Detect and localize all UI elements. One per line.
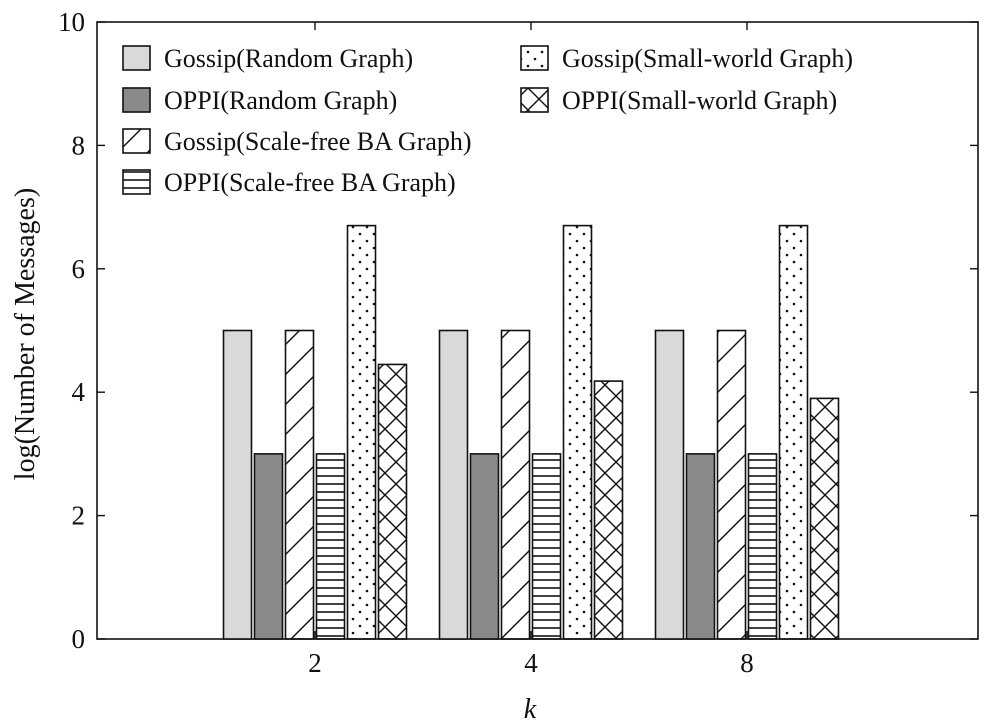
bar-diagonal-k8 bbox=[716, 329, 747, 640]
legend-swatch-dotted bbox=[520, 45, 549, 71]
y-tick-label: 0 bbox=[72, 624, 86, 654]
bar-dotted-k2 bbox=[346, 224, 377, 640]
legend-label: OPPI(Small-world Graph) bbox=[562, 86, 837, 115]
y-tick-label: 2 bbox=[72, 501, 86, 531]
legend-label: Gossip(Scale-free BA Graph) bbox=[164, 127, 472, 156]
bar-light-gray-k4 bbox=[438, 329, 469, 640]
legend: Gossip(Random Graph) OPPI(Random Graph) Go… bbox=[122, 44, 853, 197]
legend-label: OPPI(Random Graph) bbox=[164, 86, 397, 115]
bar-light-gray-k2 bbox=[222, 329, 253, 640]
legend-swatch-horizontal bbox=[122, 169, 151, 195]
bar-horizontal-k4 bbox=[531, 453, 562, 640]
legend-swatch-light-gray bbox=[122, 45, 151, 71]
x-tick-label: 4 bbox=[524, 648, 538, 678]
x-tick-label: 2 bbox=[308, 648, 322, 678]
legend-label: OPPI(Scale-free BA Graph) bbox=[164, 168, 456, 197]
bar-dotted-k8 bbox=[778, 224, 809, 640]
bar-diagonal-k2 bbox=[284, 329, 315, 640]
plot-area bbox=[96, 21, 979, 640]
bar-crosshatch-k8 bbox=[809, 397, 840, 640]
y-tick-label: 8 bbox=[72, 130, 86, 160]
bar-dotted-k4 bbox=[562, 224, 593, 640]
bar-dark-gray-k4 bbox=[469, 453, 500, 640]
bar-crosshatch-k2 bbox=[377, 363, 408, 640]
bar-diagonal-k4 bbox=[500, 329, 531, 640]
bar-horizontal-k8 bbox=[747, 453, 778, 640]
bar-dark-gray-k2 bbox=[253, 453, 284, 640]
y-axis-label: log(Number of Messages) bbox=[10, 188, 41, 480]
y-axis: 0 2 4 6 8 10 bbox=[58, 7, 978, 654]
legend-swatch-dark-gray bbox=[122, 87, 151, 113]
y-tick-label: 4 bbox=[72, 377, 86, 407]
legend-swatch-diagonal bbox=[122, 128, 151, 154]
legend-label: Gossip(Small-world Graph) bbox=[562, 44, 853, 73]
bar-horizontal-k2 bbox=[315, 453, 346, 640]
y-tick-label: 10 bbox=[58, 7, 85, 37]
legend-swatch-crosshatch bbox=[520, 87, 549, 113]
x-axis: 2 4 8 bbox=[308, 22, 754, 678]
bar-crosshatch-k4 bbox=[593, 380, 624, 640]
y-tick-label: 6 bbox=[72, 254, 86, 284]
bar-light-gray-k8 bbox=[654, 329, 685, 640]
legend-label: Gossip(Random Graph) bbox=[164, 44, 413, 73]
x-tick-label: 8 bbox=[740, 648, 754, 678]
bar-dark-gray-k8 bbox=[685, 453, 716, 640]
x-axis-label: k bbox=[524, 694, 537, 725]
